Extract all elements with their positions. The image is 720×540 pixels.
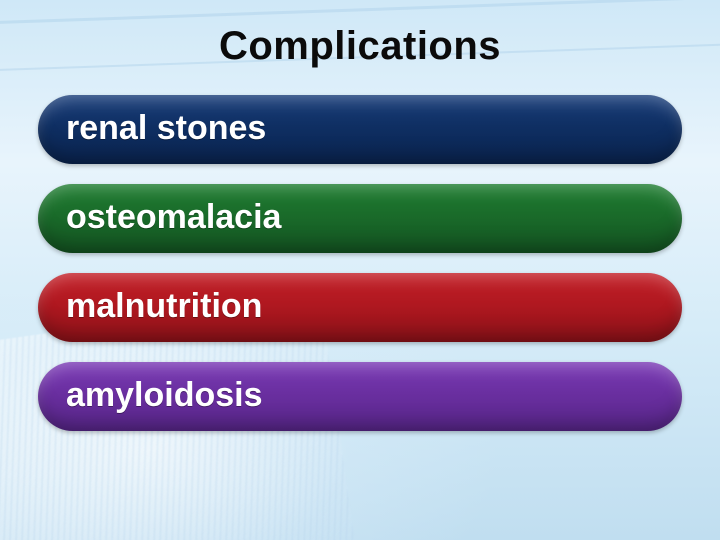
list-item-label: renal stones xyxy=(66,109,266,147)
list-item: amyloidosis xyxy=(38,362,682,431)
list-item: malnutrition xyxy=(38,273,682,342)
list-item-label: amyloidosis xyxy=(66,376,263,414)
list-item-label: malnutrition xyxy=(66,287,262,325)
slide-title: Complications xyxy=(28,24,692,69)
list-item: renal stones xyxy=(38,95,682,164)
list-item-label: osteomalacia xyxy=(66,198,281,236)
complication-list: renal stones osteomalacia malnutrition a… xyxy=(28,95,692,431)
slide: Complications renal stones osteomalacia … xyxy=(0,0,720,540)
list-item: osteomalacia xyxy=(38,184,682,253)
